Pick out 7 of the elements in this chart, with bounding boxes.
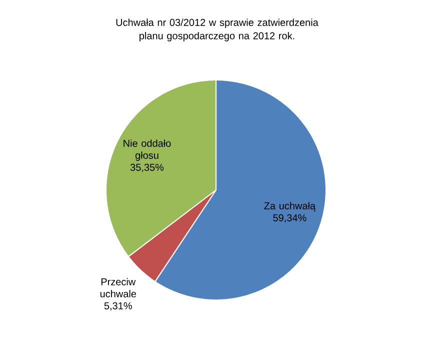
data-label: 35,35% bbox=[130, 164, 164, 172]
slice-label: Przeciw uchwale bbox=[100, 278, 136, 298]
chart-title: Uchwała nr 03/2012 w sprawie zatwierdzenia planu gospodarczego na 2012 rok. bbox=[116, 18, 318, 42]
slice-label: Za uchwałą bbox=[264, 202, 316, 212]
data-label: 5,31% bbox=[104, 302, 132, 311]
data-label: 59,34% bbox=[273, 214, 306, 223]
slice-label: Nie oddało głosu bbox=[124, 140, 171, 161]
